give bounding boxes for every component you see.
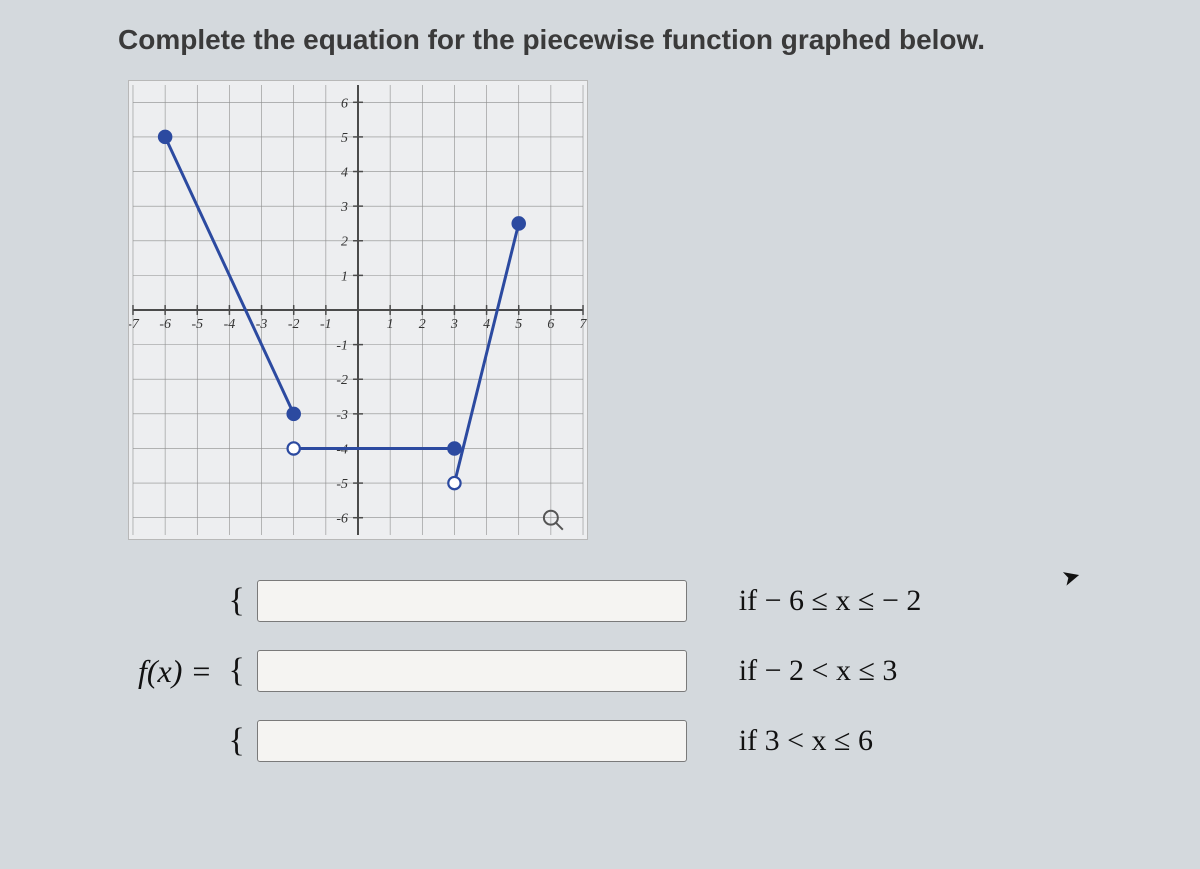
svg-text:7: 7 [580,317,588,332]
svg-text:2: 2 [341,235,348,250]
domain-condition-2: if − 2 < x ≤ 3 [739,654,898,688]
svg-text:5: 5 [515,317,522,332]
branch-3: { if 3 < x ≤ 6 [228,720,921,762]
svg-text:-5: -5 [336,477,348,492]
svg-text:-3: -3 [336,408,348,423]
branch-2: { if − 2 < x ≤ 3 [228,650,921,692]
svg-text:6: 6 [341,96,348,111]
svg-text:-1: -1 [320,317,332,332]
svg-text:6: 6 [547,317,554,332]
svg-text:-3: -3 [256,317,268,332]
svg-text:2: 2 [419,317,426,332]
svg-text:-7: -7 [128,317,140,332]
svg-text:-6: -6 [159,317,171,332]
svg-text:3: 3 [340,200,348,215]
svg-text:-2: -2 [336,373,348,388]
svg-text:1: 1 [387,317,394,332]
domain-condition-1: if − 6 ≤ x ≤ − 2 [739,584,922,618]
svg-text:4: 4 [483,317,490,332]
branch-1: { if − 6 ≤ x ≤ − 2 [228,580,921,622]
question-text: Complete the equation for the piecewise … [118,24,1172,56]
svg-text:-6: -6 [336,512,348,527]
expression-input-1[interactable] [257,580,687,622]
svg-text:4: 4 [341,166,348,181]
brace-symbol: { [228,582,244,620]
svg-text:-4: -4 [224,317,236,332]
svg-text:-1: -1 [336,339,348,354]
svg-text:5: 5 [341,131,348,146]
svg-text:3: 3 [450,317,458,332]
domain-condition-3: if 3 < x ≤ 6 [739,724,873,758]
function-name: f(x) [138,653,182,690]
brace-symbol: { [228,722,244,760]
coordinate-graph: -7-6-5-4-3-2-11234567-6-5-4-3-2-1123456 [128,80,1172,540]
piecewise-equation: f(x) = {if − 6 ≤ x ≤ − 2{if − 2 < x ≤ 3{… [138,580,1172,762]
svg-text:-2: -2 [288,317,300,332]
brace-symbol: { [228,652,244,690]
expression-input-2[interactable] [257,650,687,692]
equals-sign: = [192,653,210,690]
svg-text:-5: -5 [191,317,203,332]
expression-input-3[interactable] [257,720,687,762]
svg-text:1: 1 [341,269,348,284]
